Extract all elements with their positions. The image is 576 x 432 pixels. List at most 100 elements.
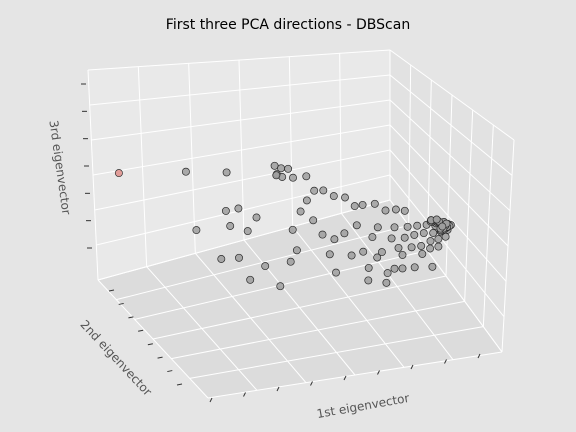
data-points [114,161,455,291]
x-tick [243,392,246,397]
cluster-point [382,278,391,287]
cluster-point [390,223,399,232]
cluster-point [407,243,416,252]
x-tick [410,364,414,370]
cluster-point [426,244,435,253]
cluster-point [319,186,328,195]
cluster-point [261,262,270,271]
cluster-point [226,222,235,230]
back-horizontal-gridline [96,174,391,246]
cluster-point [398,264,407,273]
cluster-point [192,226,201,235]
x-tick [209,397,213,403]
cluster-point [318,230,327,239]
x-tick [444,359,447,364]
y-tick [147,343,153,346]
cluster-point [413,221,422,230]
cluster-point [276,282,285,291]
x-tick [276,386,280,392]
floor-gridline-b [207,351,503,399]
cluster-point [418,249,427,258]
cluster-point [373,223,382,232]
cluster-point [432,215,441,224]
back-horizontal-gridline [87,49,391,71]
cluster-point [434,242,443,251]
y-axis-label: 2nd eigenvector [77,317,154,398]
cluster-point [221,206,230,215]
cluster-point [381,206,390,215]
x-tick [377,370,380,375]
cluster-point [286,257,295,266]
cluster-point [398,250,407,259]
cluster-point [438,222,447,231]
x-tick [343,375,347,381]
x-tick [477,353,481,359]
cluster-point [400,233,409,242]
cluster-point [391,205,400,214]
cluster-point [350,202,359,211]
y-tick [108,289,115,292]
y-tick [118,302,124,305]
cluster-point [373,253,382,262]
cluster-point [341,193,349,202]
cluster-point [284,164,293,173]
y-tick [176,383,183,386]
cluster-point [347,251,356,260]
cluster-point [296,207,305,216]
cluster-point [403,222,412,231]
back-horizontal-gridline [92,124,391,176]
back-horizontal-gridline [91,99,391,141]
cluster-point [340,229,349,238]
chart-title: First three PCA directions - DBScan [166,17,410,33]
cluster-point [302,172,311,181]
cluster-point [400,206,409,215]
y-tick [167,370,173,373]
cluster-point [368,233,377,242]
noise-point [114,169,123,178]
back-horizontal-gridline [89,74,391,106]
cluster-point [217,255,226,263]
side-horizontal-gridline [389,174,505,317]
cluster-point [410,263,419,272]
cluster-point [390,264,399,273]
cluster-point [272,171,281,180]
y-tick [138,329,144,332]
cluster-point [246,275,255,284]
y-tick [157,356,163,359]
cluster-point [270,161,279,170]
cluster-point [377,248,386,257]
cluster-point [394,243,403,252]
cluster-point [434,235,443,244]
cluster-point [364,276,373,285]
side-pane [390,50,514,352]
cluster-point [292,246,301,255]
cluster-point [252,213,261,222]
side-vertical-gridline [501,139,515,353]
z-axis-label: 3rd eigenvector [46,119,73,215]
cluster-point [417,242,426,250]
cluster-point [288,225,297,234]
cluster-point [309,216,318,225]
y-tick [128,316,134,319]
back-horizontal-gridline [94,149,391,211]
cluster-point [428,262,437,271]
cluster-point [302,196,311,205]
cluster-point [364,263,373,272]
cluster-point [387,234,396,243]
cluster-point [329,192,338,201]
cluster-point [370,199,379,208]
cluster-point [277,164,286,173]
cluster-point [383,269,392,278]
cluster-point [289,173,297,182]
cluster-point [410,230,419,239]
cluster-point [330,235,339,244]
tick-marks [81,83,481,403]
cluster-point [310,186,319,195]
x-axis-label: 1st eigenvector [316,391,411,421]
cluster-point [222,168,231,177]
cluster-point [325,250,334,259]
cluster-point [243,227,252,236]
cluster-point [358,200,367,209]
